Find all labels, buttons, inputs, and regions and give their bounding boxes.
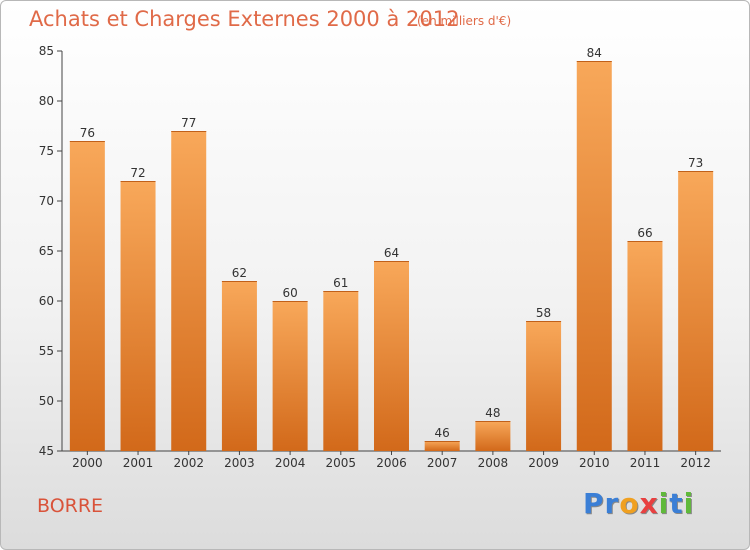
data-label-2012: 73 [688,156,703,170]
data-label-2011: 66 [637,226,652,240]
x-tick-label: 2001 [123,456,154,470]
x-tick-label: 2005 [326,456,357,470]
bar-2008 [475,421,511,451]
y-tick-label: 60 [39,294,54,308]
commune-name: BORRE [37,495,104,517]
data-label-2007: 46 [435,426,450,440]
x-tick-label: 2003 [224,456,255,470]
logo-letter: P [583,487,605,520]
y-tick-label: 70 [39,194,54,208]
y-tick-label: 85 [39,44,54,58]
x-tick-label: 2011 [630,456,661,470]
data-label-2009: 58 [536,306,551,320]
chart-subtitle: (en milliers d'€) [417,14,512,28]
y-tick-label: 55 [39,344,54,358]
bar-2009 [526,321,562,451]
bar-2007 [424,441,460,451]
x-tick-label: 2010 [579,456,610,470]
data-label-2010: 84 [587,46,602,60]
x-tick-label: 2000 [72,456,103,470]
logo-letter: t [669,487,684,520]
y-tick-label: 75 [39,144,54,158]
bar-2001 [120,181,156,451]
y-tick-label: 80 [39,94,54,108]
data-label-2005: 61 [333,276,348,290]
logo-letter: r [604,487,620,520]
bar-2010 [576,61,612,451]
x-tick-label: 2012 [680,456,711,470]
logo-letter: i [683,487,695,520]
chart-data-labels: 76 72 77 62 60 61 64 46 48 58 84 66 73 [80,46,704,440]
logo-letter: x [639,487,659,520]
bar-2003 [221,281,257,451]
x-tick-label: 2002 [173,456,204,470]
chart-title: Achats et Charges Externes 2000 à 2012 [29,7,460,31]
bar-2004 [272,301,308,451]
data-label-2006: 64 [384,246,399,260]
x-tick-label: 2008 [478,456,509,470]
proxiti-logo: Proxiti [583,487,694,520]
y-tick-label: 45 [39,444,54,458]
x-tick-label: 2009 [528,456,559,470]
chart-axes: 45 50 55 60 65 70 75 80 85 2000 2001 2002 2003 2004 20… [39,44,721,470]
data-label-2000: 76 [80,126,95,140]
y-tick-label: 65 [39,244,54,258]
logo-letter: i [658,487,670,520]
x-tick-label: 2007 [427,456,458,470]
data-label-2003: 62 [232,266,247,280]
data-label-2008: 48 [485,406,500,420]
bar-2002 [171,131,207,451]
logo-letter: o [619,487,640,520]
data-label-2002: 77 [181,116,196,130]
bar-2006 [374,261,409,451]
bar-2012 [678,171,714,451]
data-label-2004: 60 [282,286,297,300]
bar-2011 [627,241,663,451]
bar-2005 [323,291,359,451]
bar-2000 [69,141,105,451]
x-tick-label: 2004 [275,456,306,470]
y-tick-label: 50 [39,394,54,408]
chart-bars [69,61,714,451]
x-tick-label: 2006 [376,456,407,470]
data-label-2001: 72 [130,166,145,180]
